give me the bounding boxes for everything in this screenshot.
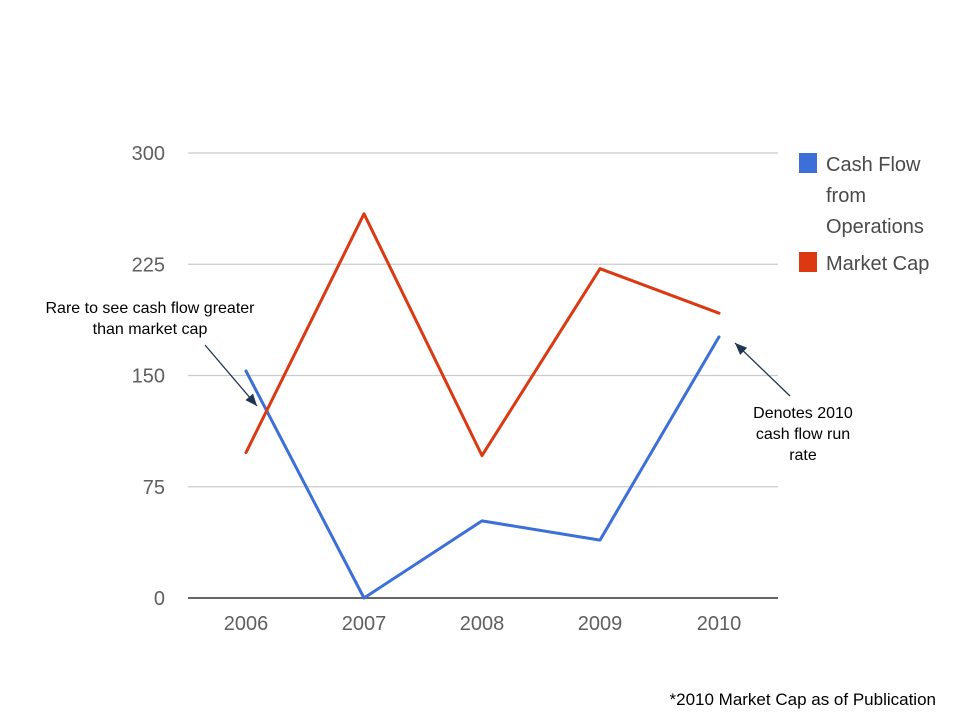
x-tick-label: 2010	[697, 613, 742, 635]
annotation-rare-line-2: than market cap	[92, 321, 208, 338]
arrow-run-rate	[734, 342, 791, 397]
y-tick-label: 0	[154, 588, 165, 610]
x-tick-label: 2009	[578, 613, 623, 635]
y-tick-label: 75	[143, 477, 165, 499]
annotation-denotes-line-3: rate	[789, 447, 817, 464]
legend-label-cash-flow: Cash Flow	[826, 154, 921, 176]
y-tick-label: 150	[132, 366, 165, 388]
annotation-denotes-line-2: cash flow run	[755, 426, 851, 443]
series-line-market-cap	[244, 212, 721, 458]
series-line-cash-flow	[244, 335, 721, 600]
y-axis-ticks: 300 225 150 75 0	[132, 143, 165, 610]
legend-label-market-cap: Market Cap	[826, 253, 929, 275]
annotation-denotes-line-1: Denotes 2010	[753, 405, 853, 422]
annotation-run-rate: Denotes 2010 cash flow run rate	[728, 403, 878, 466]
annotation-arrows	[204, 342, 791, 407]
legend-swatch-market-cap	[799, 252, 817, 272]
series-lines	[244, 212, 721, 600]
arrow-shaft	[204, 344, 258, 407]
arrow-shaft	[734, 342, 791, 397]
legend: Cash Flow from Operations Market Cap	[799, 153, 929, 275]
y-tick-label: 225	[132, 254, 165, 276]
gridlines	[188, 152, 778, 599]
legend-label-cash-flow: from	[826, 185, 866, 207]
annotation-rare-cash-flow: Rare to see cash flow greater than marke…	[20, 298, 280, 340]
x-tick-label: 2007	[342, 613, 387, 635]
arrow-rare-cash-flow	[204, 344, 258, 407]
annotation-rare-line-1: Rare to see cash flow greater	[45, 300, 255, 317]
y-tick-label: 300	[132, 143, 165, 165]
footnote: *2010 Market Cap as of Publication	[669, 690, 937, 709]
arrow-head	[735, 343, 748, 355]
x-axis-ticks: 2006 2007 2008 2009 2010	[224, 613, 742, 635]
arrow-head	[245, 393, 257, 406]
x-tick-label: 2008	[460, 613, 505, 635]
legend-label-cash-flow: Operations	[826, 216, 924, 238]
legend-swatch-cash-flow	[799, 153, 817, 173]
x-tick-label: 2006	[224, 613, 269, 635]
